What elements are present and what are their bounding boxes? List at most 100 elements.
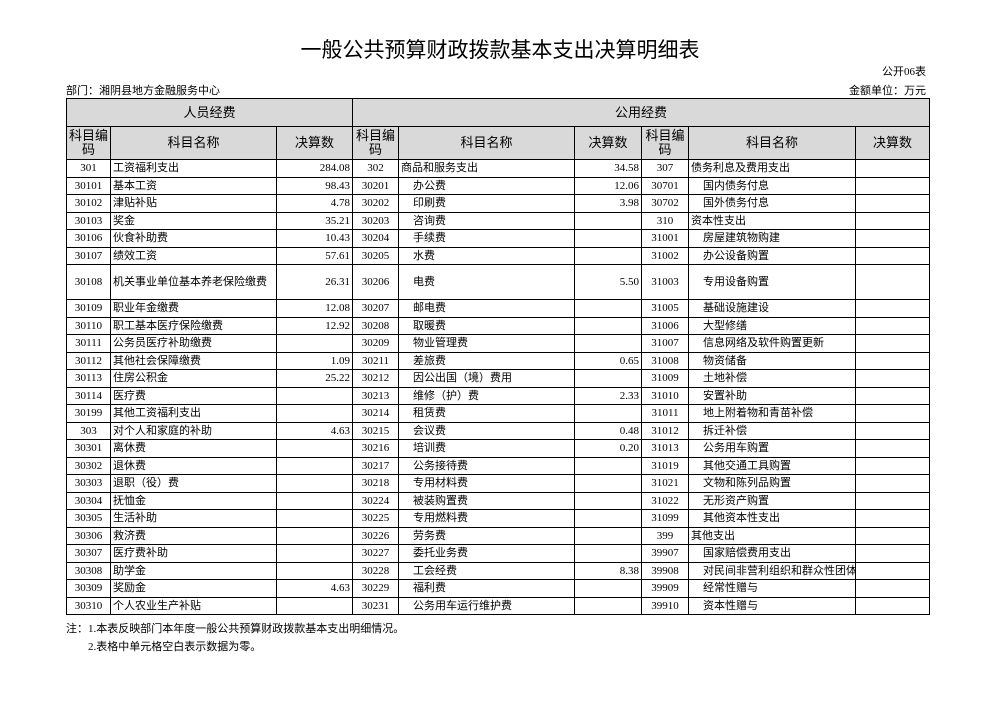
amount-cell bbox=[275, 404, 354, 423]
name-cell: 安置补助 bbox=[688, 386, 857, 405]
code-cell: 30103 bbox=[66, 211, 111, 230]
code-cell: 30102 bbox=[66, 194, 111, 213]
code-cell: 30216 bbox=[352, 439, 400, 458]
name-cell: 其他交通工具购置 bbox=[688, 456, 857, 475]
amount-cell bbox=[574, 334, 643, 353]
table-row: 30113 住房公积金 25.22 30212 因公出国（境）费用 31009 土地补偿 bbox=[66, 369, 931, 388]
name-cell: 国内债务付息 bbox=[688, 176, 857, 195]
amount-cell bbox=[855, 561, 931, 580]
code-cell: 30206 bbox=[352, 264, 400, 300]
name-cell: 奖励金 bbox=[110, 579, 277, 598]
code-cell: 30226 bbox=[352, 526, 400, 545]
name-cell: 办公设备购置 bbox=[688, 246, 857, 265]
code-cell: 39910 bbox=[641, 596, 690, 615]
name-cell: 因公出国（境）费用 bbox=[398, 369, 576, 388]
amount-cell bbox=[275, 509, 354, 528]
code-cell: 30308 bbox=[66, 561, 111, 580]
name-cell: 专用设备购置 bbox=[688, 264, 857, 300]
table-row: 30302 退休费 30217 公务接待费 31019 其他交通工具购置 bbox=[66, 456, 931, 475]
amount-cell bbox=[855, 404, 931, 423]
amount-cell bbox=[574, 544, 643, 563]
column-header: 科目名称 bbox=[110, 126, 277, 160]
code-cell: 30109 bbox=[66, 299, 111, 318]
amount-cell bbox=[855, 491, 931, 510]
amount-cell bbox=[855, 316, 931, 335]
amount-cell bbox=[855, 596, 931, 615]
amount-cell bbox=[855, 544, 931, 563]
name-cell: 国家赔偿费用支出 bbox=[688, 544, 857, 563]
name-cell: 职工基本医疗保险缴费 bbox=[110, 316, 277, 335]
column-header: 科目编码 bbox=[352, 126, 400, 160]
table-row: 30303 退职（役）费 30218 专用材料费 31021 文物和陈列品购置 bbox=[66, 474, 931, 493]
amount-cell bbox=[855, 509, 931, 528]
name-cell: 公务用车运行维护费 bbox=[398, 596, 576, 615]
name-cell: 津贴补贴 bbox=[110, 194, 277, 213]
table-row: 30114 医疗费 30213 维修（护）费 2.33 31010 安置补助 bbox=[66, 386, 931, 405]
amount-cell: 98.43 bbox=[275, 176, 354, 195]
code-cell: 30107 bbox=[66, 246, 111, 265]
amount-cell bbox=[574, 316, 643, 335]
table-row: 301 工资福利支出 284.08 302 商品和服务支出 34.58 307 债务利息及费用… bbox=[66, 159, 931, 178]
name-cell: 国外债务付息 bbox=[688, 194, 857, 213]
name-cell: 租赁费 bbox=[398, 404, 576, 423]
name-cell: 房屋建筑物购建 bbox=[688, 229, 857, 248]
department: 部门：湘阴县地方金融服务中心 bbox=[66, 85, 220, 97]
name-cell: 退职（役）费 bbox=[110, 474, 277, 493]
name-cell: 培训费 bbox=[398, 439, 576, 458]
code-cell: 307 bbox=[641, 159, 690, 178]
name-cell: 医疗费补助 bbox=[110, 544, 277, 563]
code-cell: 30113 bbox=[66, 369, 111, 388]
amount-cell: 4.78 bbox=[275, 194, 354, 213]
amount-cell bbox=[574, 404, 643, 423]
code-cell: 31002 bbox=[641, 246, 690, 265]
amount-cell bbox=[855, 439, 931, 458]
amount-cell: 2.33 bbox=[574, 386, 643, 405]
group-header: 公用经费 bbox=[352, 98, 931, 127]
code-cell: 31019 bbox=[641, 456, 690, 475]
name-cell: 被装购置费 bbox=[398, 491, 576, 510]
table-row: 30304 抚恤金 30224 被装购置费 31022 无形资产购置 bbox=[66, 491, 931, 510]
note: 注：1.本表反映部门本年度一般公共预算财政拨款基本支出明细情况。 bbox=[66, 623, 405, 635]
code-cell: 30701 bbox=[641, 176, 690, 195]
code-cell: 31021 bbox=[641, 474, 690, 493]
code-cell: 30201 bbox=[352, 176, 400, 195]
column-header: 科目编码 bbox=[66, 126, 111, 160]
amount-cell bbox=[855, 211, 931, 230]
amount-cell bbox=[855, 351, 931, 370]
code-cell: 30108 bbox=[66, 264, 111, 300]
amount-cell bbox=[855, 386, 931, 405]
code-cell: 310 bbox=[641, 211, 690, 230]
code-cell: 30224 bbox=[352, 491, 400, 510]
amount-cell bbox=[574, 456, 643, 475]
amount-cell bbox=[855, 229, 931, 248]
name-cell: 基础设施建设 bbox=[688, 299, 857, 318]
amount-cell bbox=[275, 491, 354, 510]
title: 一般公共预算财政拨款基本支出决算明细表 bbox=[300, 38, 700, 62]
name-cell: 资本性赠与 bbox=[688, 596, 857, 615]
group-row: 人员经费 公用经费 bbox=[65, 98, 931, 127]
amount-cell: 284.08 bbox=[275, 159, 354, 178]
table-row: 30102 津贴补贴 4.78 30202 印刷费 3.98 30702 国外债务付息 bbox=[66, 194, 931, 213]
amount-cell bbox=[855, 421, 931, 440]
code-cell: 30101 bbox=[66, 176, 111, 195]
amount-cell bbox=[574, 369, 643, 388]
code-cell: 30110 bbox=[66, 316, 111, 335]
code-cell: 30207 bbox=[352, 299, 400, 318]
amount-cell bbox=[574, 509, 643, 528]
amount-cell bbox=[275, 561, 354, 580]
table-row: 30112 其他社会保障缴费 1.09 30211 差旅费 0.65 31008 物资储备 bbox=[66, 351, 931, 370]
amount-cell bbox=[855, 246, 931, 265]
table-row: 30305 生活补助 30225 专用燃料费 31099 其他资本性支出 bbox=[66, 509, 931, 528]
table-row: 30308 助学金 30228 工会经费 8.38 39908 对民间非营利组织和群众性团体… bbox=[66, 561, 931, 580]
table-row: 30310 个人农业生产补贴 30231 公务用车运行维护费 39910 资本性赠与 bbox=[66, 596, 931, 615]
name-cell: 信息网络及软件购置更新 bbox=[688, 334, 857, 353]
group-header: 人员经费 bbox=[65, 98, 354, 127]
name-cell: 公务用车购置 bbox=[688, 439, 857, 458]
name-cell: 经常性赠与 bbox=[688, 579, 857, 598]
code-cell: 30208 bbox=[352, 316, 400, 335]
note: 2.表格中单元格空白表示数据为零。 bbox=[88, 641, 262, 653]
code-cell: 30205 bbox=[352, 246, 400, 265]
code-cell: 39909 bbox=[641, 579, 690, 598]
code-cell: 31001 bbox=[641, 229, 690, 248]
